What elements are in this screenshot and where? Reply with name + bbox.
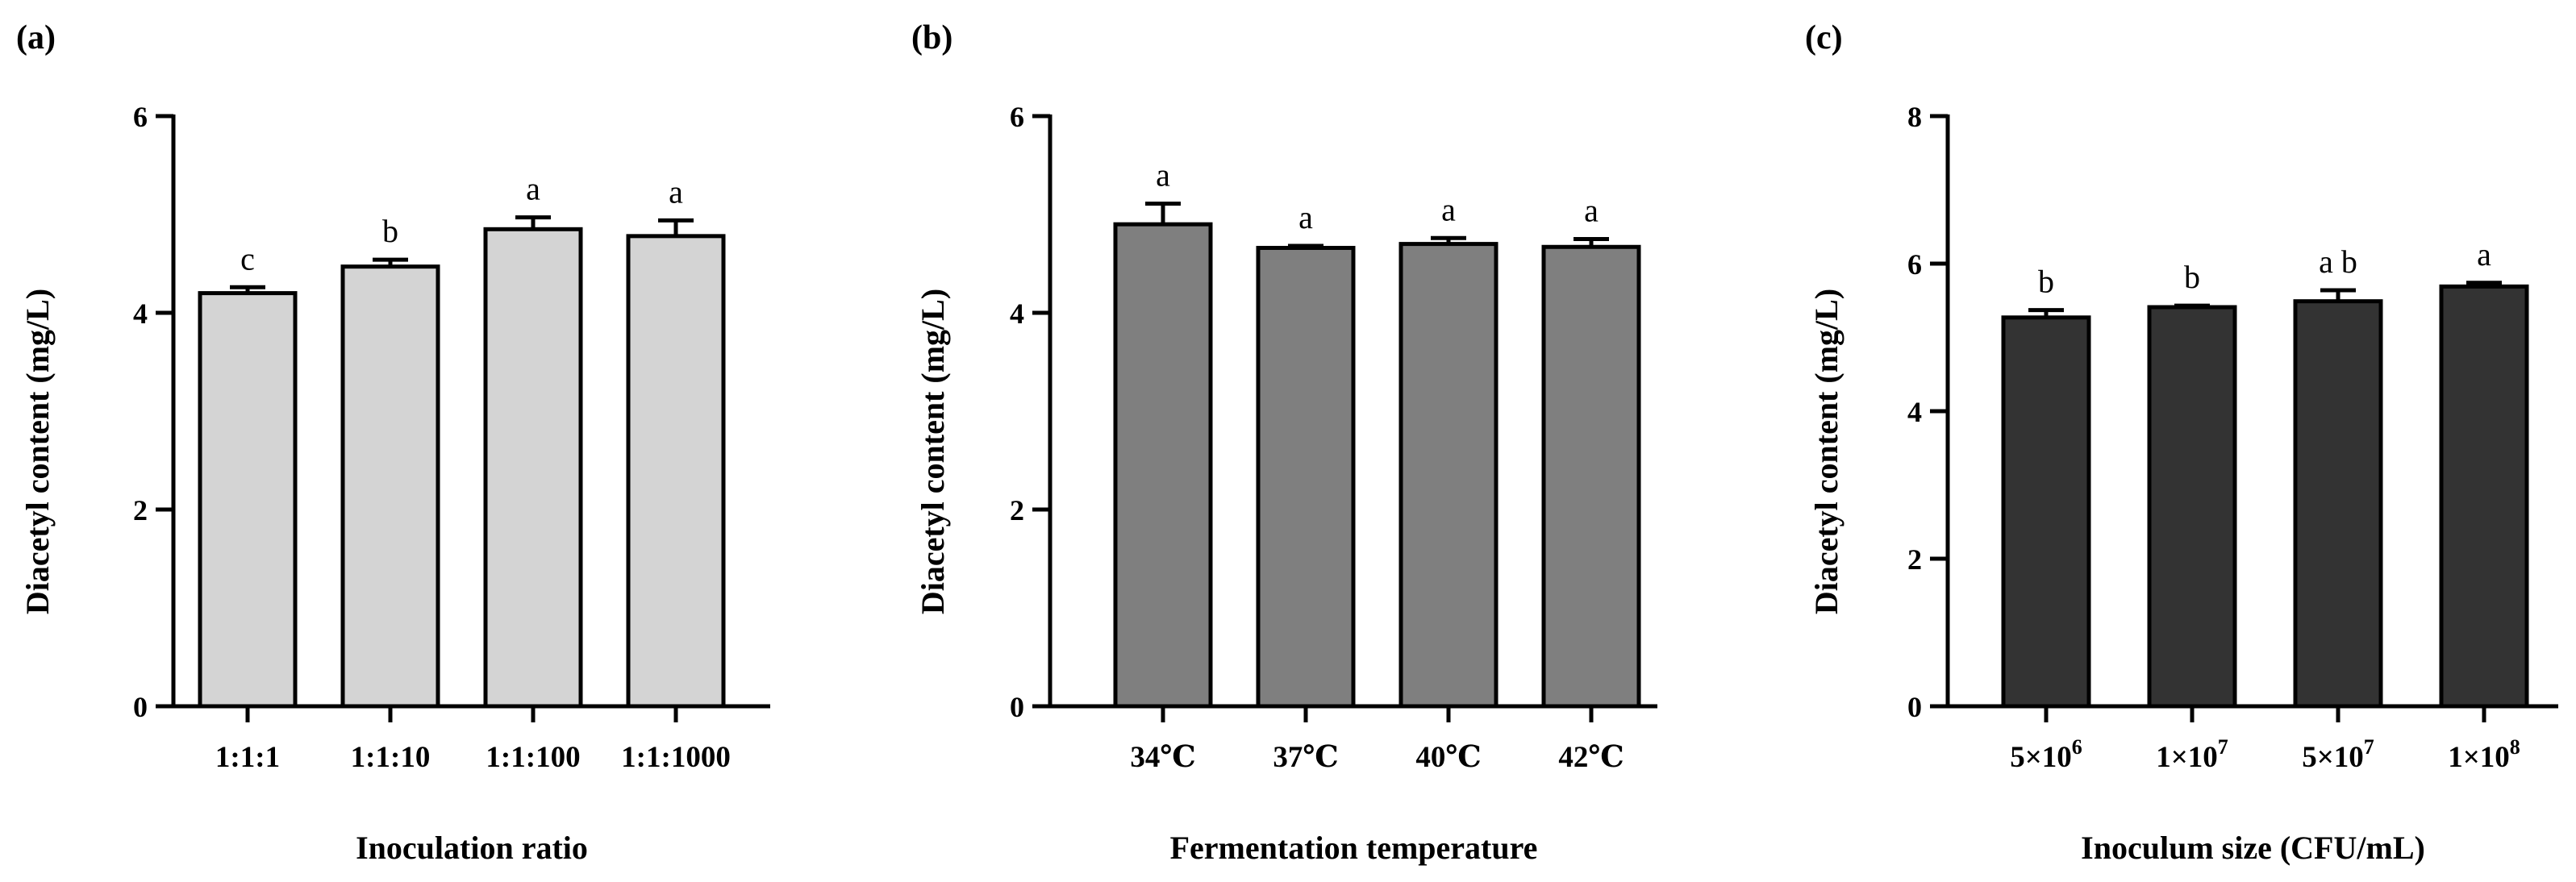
y-tick-label: 4 xyxy=(1010,297,1024,330)
y-tick-label: 4 xyxy=(133,297,148,330)
category-label: 5×107 xyxy=(2302,735,2374,774)
error-bar xyxy=(1145,202,1181,225)
category-mantissa: 5×10 xyxy=(2302,741,2364,774)
bar xyxy=(1113,222,1213,709)
category-exponent: 7 xyxy=(2218,735,2228,759)
significance-label: c xyxy=(240,240,255,277)
error-bar xyxy=(2320,288,2356,302)
bar xyxy=(2001,315,2091,709)
y-tick-label: 2 xyxy=(1010,494,1024,526)
category-mantissa: 1×10 xyxy=(2156,741,2218,774)
x-axis-title: Inoculum size (CFU/mL) xyxy=(2081,830,2425,866)
category-label: 5×106 xyxy=(2010,735,2082,774)
error-bar xyxy=(230,285,265,293)
error-bar xyxy=(658,218,694,236)
error-bar xyxy=(1288,243,1323,248)
category-label: 34℃ xyxy=(1130,741,1195,774)
category-exponent: 6 xyxy=(2072,735,2082,759)
bar xyxy=(2439,284,2529,709)
y-tick-label: 6 xyxy=(1010,101,1024,133)
y-tick-label: 0 xyxy=(133,691,148,723)
y-tick-label: 4 xyxy=(1907,396,1922,428)
category-label: 1:1:100 xyxy=(486,741,580,774)
category-label: 1:1:1 xyxy=(215,741,280,774)
bar xyxy=(198,291,298,709)
bar xyxy=(626,234,726,709)
y-tick-label: 6 xyxy=(133,101,148,133)
error-bar xyxy=(1431,235,1466,244)
category-label: 1×107 xyxy=(2156,735,2228,774)
significance-label: a xyxy=(1584,193,1599,229)
category-label: 42℃ xyxy=(1558,741,1624,774)
y-axis-title: Diacetyl content (mg/L) xyxy=(1808,289,1844,614)
error-bar xyxy=(373,257,408,267)
significance-label: b xyxy=(382,213,398,249)
y-axis-title: Diacetyl content (mg/L) xyxy=(19,289,56,614)
chart-panel-1: (a) 0 2 4 6 c 1:1:1 b 1:1:10 a 1:1:100 a 1:1:1000 Ino… xyxy=(16,19,770,866)
y-tick-label: 0 xyxy=(1907,691,1922,723)
category-exponent: 7 xyxy=(2364,735,2374,759)
significance-label: a b xyxy=(2319,243,2357,280)
significance-label: a xyxy=(1441,191,1456,227)
bar xyxy=(2147,305,2237,709)
y-tick-label: 2 xyxy=(133,494,148,526)
significance-label: a xyxy=(526,171,540,207)
significance-label: b xyxy=(2184,259,2200,295)
bar xyxy=(1541,244,1641,709)
error-bar xyxy=(2028,308,2064,318)
category-mantissa: 1×10 xyxy=(2448,741,2510,774)
panel-letter: (c) xyxy=(1805,19,1843,56)
significance-label: b xyxy=(2038,264,2054,300)
bar xyxy=(1256,245,1356,709)
y-tick-label: 0 xyxy=(1010,691,1024,723)
category-label: 37℃ xyxy=(1273,741,1338,774)
bar xyxy=(1398,242,1498,709)
category-exponent: 8 xyxy=(2510,735,2520,759)
error-bar xyxy=(1574,237,1609,248)
category-label: 1:1:10 xyxy=(351,741,431,774)
x-axis-title: Inoculation ratio xyxy=(356,830,588,866)
significance-label: a xyxy=(1298,199,1313,235)
bar xyxy=(340,264,440,709)
bar xyxy=(2293,299,2383,709)
x-axis-title: Fermentation temperature xyxy=(1170,830,1538,866)
panel-letter: (b) xyxy=(911,19,952,56)
error-bar xyxy=(515,215,551,230)
error-bar xyxy=(2466,281,2502,287)
y-tick-label: 6 xyxy=(1907,248,1922,281)
category-mantissa: 5×10 xyxy=(2010,741,2072,774)
significance-label: a xyxy=(669,173,683,210)
bar xyxy=(483,227,583,709)
y-axis-title: Diacetyl content (mg/L) xyxy=(915,289,951,614)
panel-letter: (a) xyxy=(16,19,56,56)
y-tick-label: 2 xyxy=(1907,543,1922,576)
y-tick-label: 8 xyxy=(1907,101,1922,133)
category-label: 1×108 xyxy=(2448,735,2520,774)
significance-label: a xyxy=(1156,157,1170,193)
significance-label: a xyxy=(2477,236,2491,273)
category-label: 1:1:1000 xyxy=(621,741,731,774)
category-label: 40℃ xyxy=(1415,741,1481,774)
chart-panel-2: (b) 0 2 4 6 a 34℃ a 37℃ a 40℃ a 42℃ Fermentation temp… xyxy=(911,19,1657,866)
error-bar xyxy=(2174,303,2210,308)
